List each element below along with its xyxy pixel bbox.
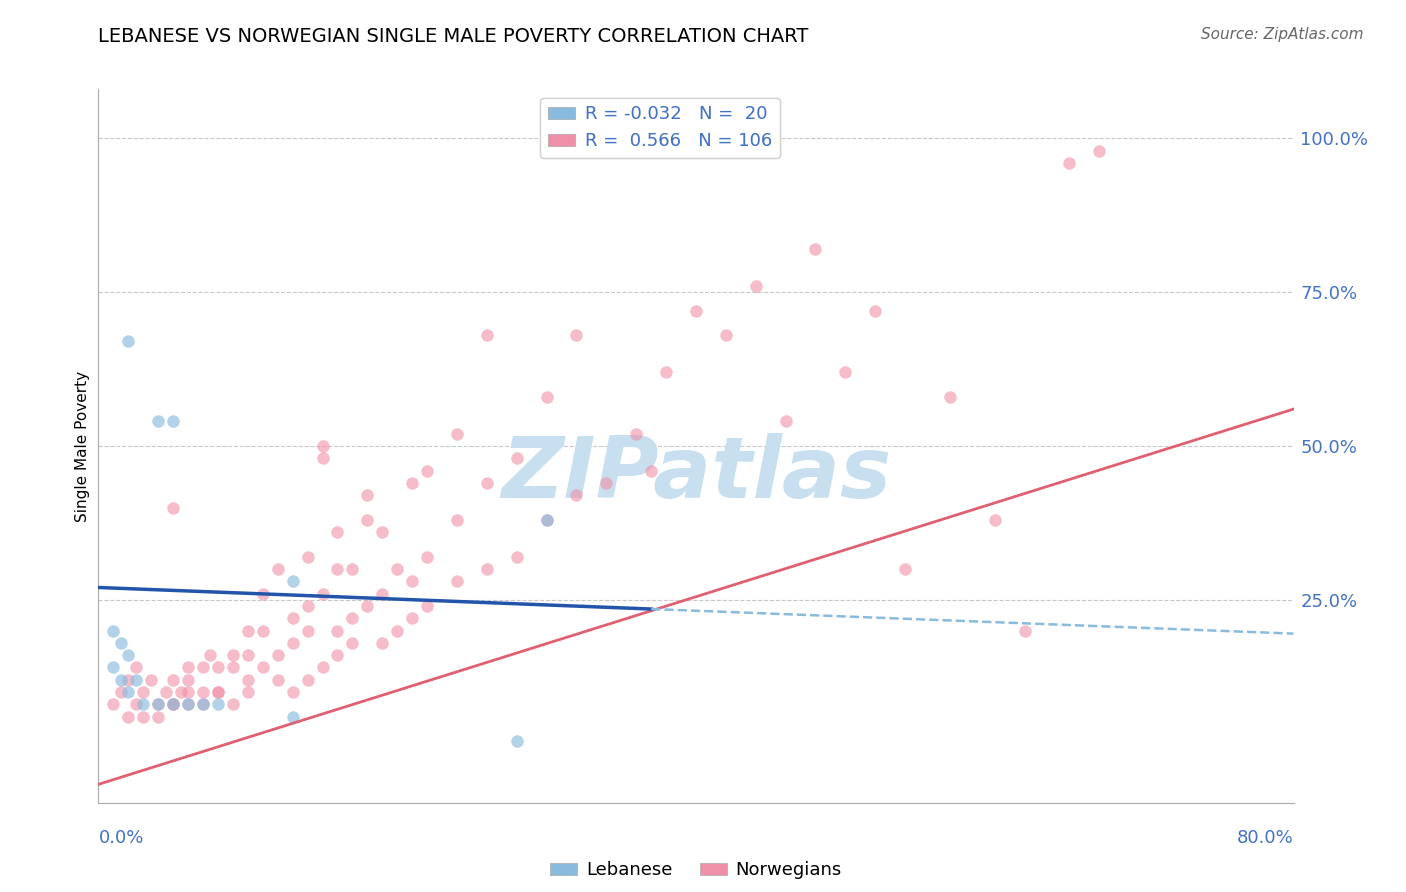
Text: Source: ZipAtlas.com: Source: ZipAtlas.com bbox=[1201, 27, 1364, 42]
Text: 80.0%: 80.0% bbox=[1237, 829, 1294, 847]
Legend: R = -0.032   N =  20, R =  0.566   N = 106: R = -0.032 N = 20, R = 0.566 N = 106 bbox=[540, 98, 780, 158]
Text: LEBANESE VS NORWEGIAN SINGLE MALE POVERTY CORRELATION CHART: LEBANESE VS NORWEGIAN SINGLE MALE POVERT… bbox=[98, 27, 808, 45]
Text: ZIPatlas: ZIPatlas bbox=[501, 433, 891, 516]
Text: 0.0%: 0.0% bbox=[98, 829, 143, 847]
Y-axis label: Single Male Poverty: Single Male Poverty bbox=[75, 370, 90, 522]
